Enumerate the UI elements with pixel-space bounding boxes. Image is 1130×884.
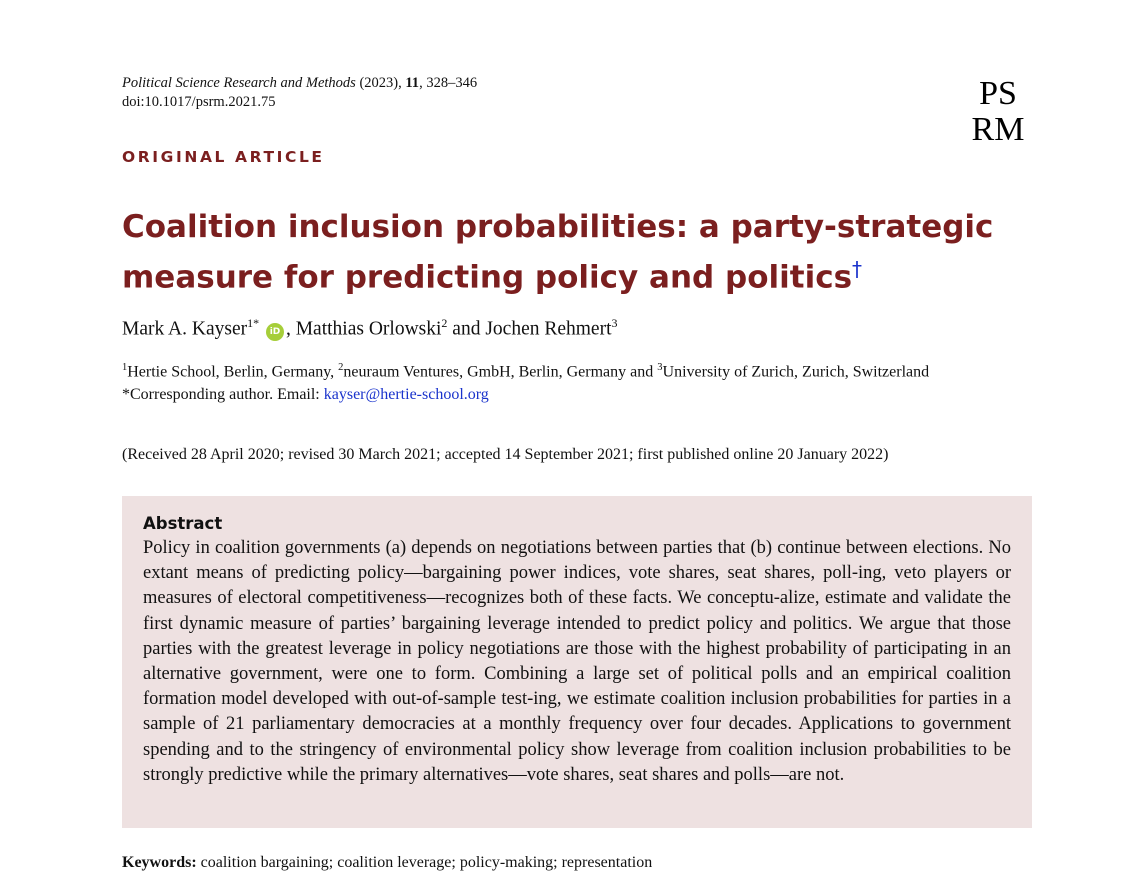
journal-citation: Political Science Research and Methods (… <box>122 74 477 112</box>
affil-2: neuraum Ventures, GmbH, Berlin, Germany … <box>343 363 658 381</box>
affil-sup-2: 2 <box>338 362 344 373</box>
journal-volume: 11 <box>405 75 420 91</box>
author-1: Mark A. Kayser <box>122 318 248 340</box>
section-label: ORIGINAL ARTICLE <box>122 148 325 166</box>
affil-3: University of Zurich, Zurich, Switzerlan… <box>662 363 930 381</box>
logo-line-1: PS <box>979 75 1017 112</box>
author-list: Mark A. Kayser1* iD, Matthias Orlowski2 … <box>122 316 618 341</box>
abstract-content: Abstract Policy in coalition governments… <box>143 512 1011 788</box>
author-3: and Jochen Rehmert <box>447 318 612 340</box>
abstract-body: Policy in coalition governments (a) depe… <box>143 538 1011 785</box>
abstract-heading: Abstract <box>143 514 223 533</box>
corresponding-author: *Corresponding author. Email: kayser@her… <box>122 383 1002 406</box>
logo-line-2: RM <box>972 111 1025 146</box>
title-dagger-footnote[interactable]: † <box>852 257 863 281</box>
journal-year: (2023), <box>359 75 402 91</box>
journal-doi: doi:10.1017/psrm.2021.75 <box>122 94 276 110</box>
title-text: Coalition inclusion probabilities: a par… <box>122 209 994 296</box>
journal-line: Political Science Research and Methods (… <box>122 74 477 93</box>
affil-sup-3: 3 <box>657 362 663 373</box>
affil-sup-1: 1 <box>122 362 128 373</box>
keywords: Keywords: coalition bargaining; coalitio… <box>122 854 652 872</box>
corresponding-label: *Corresponding author. Email: <box>122 386 324 404</box>
keywords-text: coalition bargaining; coalition leverage… <box>196 854 653 871</box>
author-2-sup: 2 <box>441 316 448 330</box>
affiliations: 1Hertie School, Berlin, Germany, 2neurau… <box>122 356 1002 406</box>
affil-1: Hertie School, Berlin, Germany, <box>127 363 339 381</box>
received-dates: (Received 28 April 2020; revised 30 Marc… <box>122 446 889 463</box>
psrm-logo: PS RM <box>972 75 1025 146</box>
affiliation-line: 1Hertie School, Berlin, Germany, 2neurau… <box>122 356 1002 383</box>
author-2: , Matthias Orlowski <box>285 318 442 340</box>
journal-name: Political Science Research and Methods <box>122 75 356 91</box>
email-link[interactable]: kayser@hertie-school.org <box>323 386 489 404</box>
abstract-box: Abstract Policy in coalition governments… <box>122 496 1032 828</box>
article-title: Coalition inclusion probabilities: a par… <box>122 206 1002 298</box>
journal-pages: , 328–346 <box>419 75 478 91</box>
author-1-sup: 1* <box>247 316 260 330</box>
author-3-sup: 3 <box>611 316 618 330</box>
orcid-icon[interactable]: iD <box>265 322 284 341</box>
keywords-label: Keywords: <box>122 854 197 871</box>
